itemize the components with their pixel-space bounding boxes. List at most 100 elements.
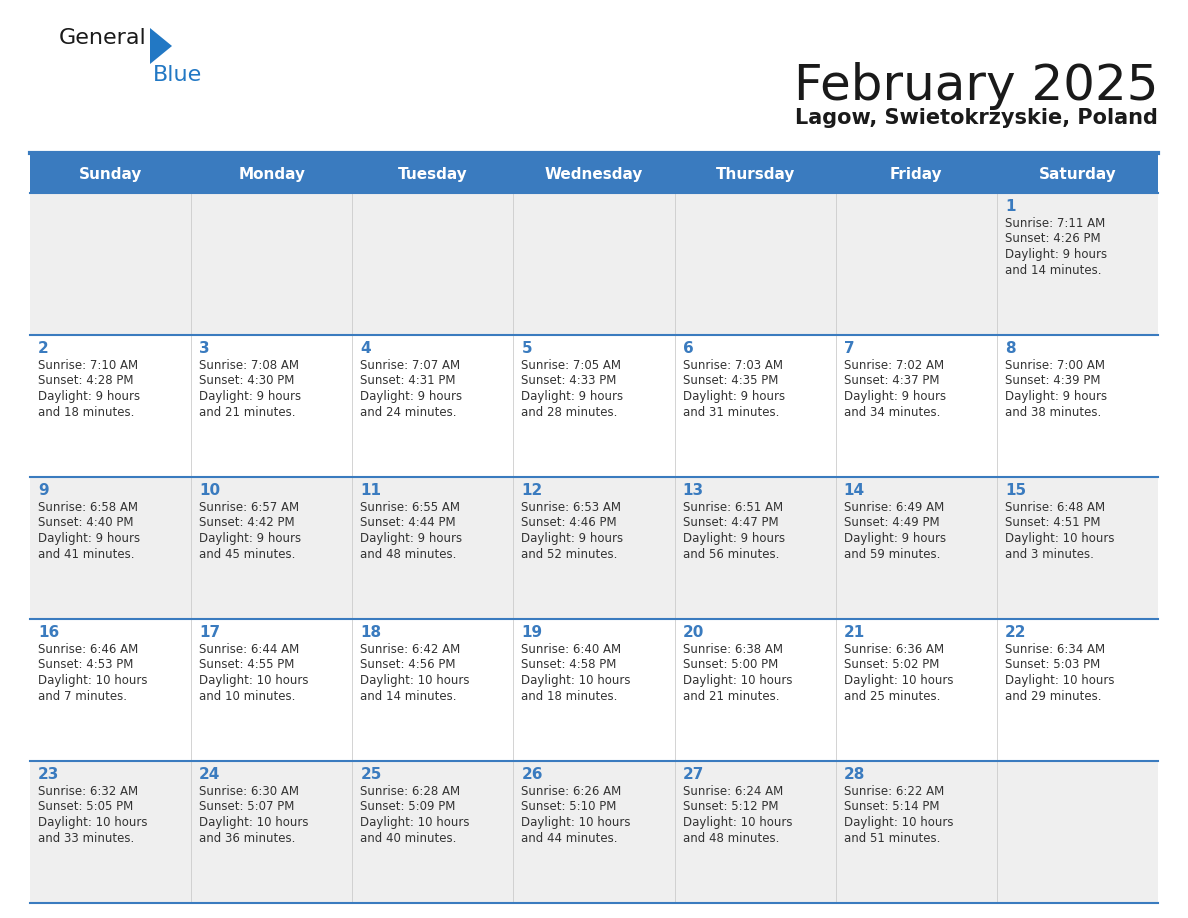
Text: and 24 minutes.: and 24 minutes. <box>360 406 456 419</box>
Text: 19: 19 <box>522 625 543 640</box>
Text: Sunset: 5:00 PM: Sunset: 5:00 PM <box>683 658 778 671</box>
Text: Daylight: 9 hours: Daylight: 9 hours <box>1005 248 1107 261</box>
Text: General: General <box>59 28 147 48</box>
Polygon shape <box>150 28 172 64</box>
Text: and 29 minutes.: and 29 minutes. <box>1005 689 1101 702</box>
Text: Sunrise: 6:24 AM: Sunrise: 6:24 AM <box>683 785 783 798</box>
Text: and 44 minutes.: and 44 minutes. <box>522 832 618 845</box>
Text: Daylight: 9 hours: Daylight: 9 hours <box>522 390 624 403</box>
Text: Sunrise: 7:05 AM: Sunrise: 7:05 AM <box>522 359 621 372</box>
Text: Daylight: 10 hours: Daylight: 10 hours <box>1005 674 1114 687</box>
Text: Daylight: 9 hours: Daylight: 9 hours <box>200 390 302 403</box>
Text: and 38 minutes.: and 38 minutes. <box>1005 406 1101 419</box>
Text: Sunrise: 6:48 AM: Sunrise: 6:48 AM <box>1005 501 1105 514</box>
Text: Daylight: 10 hours: Daylight: 10 hours <box>843 816 953 829</box>
Text: 7: 7 <box>843 341 854 356</box>
Bar <box>30 193 1158 335</box>
Text: and 14 minutes.: and 14 minutes. <box>1005 263 1101 276</box>
Text: 22: 22 <box>1005 625 1026 640</box>
Text: and 56 minutes.: and 56 minutes. <box>683 547 779 561</box>
Text: and 51 minutes.: and 51 minutes. <box>843 832 940 845</box>
Text: 17: 17 <box>200 625 220 640</box>
Text: Sunrise: 6:46 AM: Sunrise: 6:46 AM <box>38 643 138 656</box>
Text: 6: 6 <box>683 341 694 356</box>
Text: Sunset: 4:58 PM: Sunset: 4:58 PM <box>522 658 617 671</box>
Bar <box>30 619 1158 761</box>
Text: Sunrise: 6:42 AM: Sunrise: 6:42 AM <box>360 643 461 656</box>
Text: Sunrise: 6:32 AM: Sunrise: 6:32 AM <box>38 785 138 798</box>
Text: Daylight: 10 hours: Daylight: 10 hours <box>683 674 792 687</box>
Text: Sunrise: 6:40 AM: Sunrise: 6:40 AM <box>522 643 621 656</box>
Text: Sunset: 5:03 PM: Sunset: 5:03 PM <box>1005 658 1100 671</box>
Text: and 7 minutes.: and 7 minutes. <box>38 689 127 702</box>
Text: Sunset: 4:51 PM: Sunset: 4:51 PM <box>1005 517 1100 530</box>
Text: Sunrise: 6:55 AM: Sunrise: 6:55 AM <box>360 501 460 514</box>
Text: 9: 9 <box>38 483 49 498</box>
Text: Sunrise: 7:07 AM: Sunrise: 7:07 AM <box>360 359 461 372</box>
Text: 25: 25 <box>360 767 381 782</box>
Text: Lagow, Swietokrzyskie, Poland: Lagow, Swietokrzyskie, Poland <box>795 108 1158 128</box>
Text: and 14 minutes.: and 14 minutes. <box>360 689 456 702</box>
Text: Sunrise: 7:11 AM: Sunrise: 7:11 AM <box>1005 217 1105 230</box>
Text: Daylight: 9 hours: Daylight: 9 hours <box>38 532 140 545</box>
Text: Sunrise: 6:22 AM: Sunrise: 6:22 AM <box>843 785 944 798</box>
Text: 21: 21 <box>843 625 865 640</box>
Text: Sunrise: 6:53 AM: Sunrise: 6:53 AM <box>522 501 621 514</box>
Text: 13: 13 <box>683 483 703 498</box>
Text: and 28 minutes.: and 28 minutes. <box>522 406 618 419</box>
Text: Sunset: 5:12 PM: Sunset: 5:12 PM <box>683 800 778 813</box>
Text: and 33 minutes.: and 33 minutes. <box>38 832 134 845</box>
Text: Sunrise: 6:34 AM: Sunrise: 6:34 AM <box>1005 643 1105 656</box>
Text: 5: 5 <box>522 341 532 356</box>
Text: and 36 minutes.: and 36 minutes. <box>200 832 296 845</box>
Text: Daylight: 9 hours: Daylight: 9 hours <box>843 532 946 545</box>
Text: and 48 minutes.: and 48 minutes. <box>360 547 456 561</box>
Text: Saturday: Saturday <box>1038 166 1117 182</box>
Text: Daylight: 10 hours: Daylight: 10 hours <box>360 674 469 687</box>
Text: Sunset: 4:39 PM: Sunset: 4:39 PM <box>1005 375 1100 387</box>
Bar <box>30 155 1158 193</box>
Text: Sunset: 5:07 PM: Sunset: 5:07 PM <box>200 800 295 813</box>
Text: Sunset: 4:55 PM: Sunset: 4:55 PM <box>200 658 295 671</box>
Text: 14: 14 <box>843 483 865 498</box>
Text: Daylight: 9 hours: Daylight: 9 hours <box>1005 390 1107 403</box>
Text: Sunset: 4:46 PM: Sunset: 4:46 PM <box>522 517 617 530</box>
Text: Monday: Monday <box>239 166 305 182</box>
Text: Sunrise: 6:49 AM: Sunrise: 6:49 AM <box>843 501 944 514</box>
Text: Thursday: Thursday <box>715 166 795 182</box>
Text: Friday: Friday <box>890 166 942 182</box>
Text: Sunrise: 7:03 AM: Sunrise: 7:03 AM <box>683 359 783 372</box>
Bar <box>30 477 1158 619</box>
Text: 3: 3 <box>200 341 210 356</box>
Text: Sunset: 4:42 PM: Sunset: 4:42 PM <box>200 517 295 530</box>
Text: Sunset: 5:10 PM: Sunset: 5:10 PM <box>522 800 617 813</box>
Text: Sunrise: 6:36 AM: Sunrise: 6:36 AM <box>843 643 943 656</box>
Text: Daylight: 10 hours: Daylight: 10 hours <box>200 674 309 687</box>
Text: Sunset: 4:44 PM: Sunset: 4:44 PM <box>360 517 456 530</box>
Text: and 31 minutes.: and 31 minutes. <box>683 406 779 419</box>
Text: Daylight: 10 hours: Daylight: 10 hours <box>522 816 631 829</box>
Bar <box>30 335 1158 477</box>
Text: 20: 20 <box>683 625 704 640</box>
Text: 27: 27 <box>683 767 704 782</box>
Text: and 45 minutes.: and 45 minutes. <box>200 547 296 561</box>
Text: 15: 15 <box>1005 483 1026 498</box>
Text: 16: 16 <box>38 625 59 640</box>
Text: Sunrise: 7:08 AM: Sunrise: 7:08 AM <box>200 359 299 372</box>
Text: and 48 minutes.: and 48 minutes. <box>683 832 779 845</box>
Text: Daylight: 10 hours: Daylight: 10 hours <box>1005 532 1114 545</box>
Text: Sunset: 4:26 PM: Sunset: 4:26 PM <box>1005 232 1100 245</box>
Text: February 2025: February 2025 <box>794 62 1158 110</box>
Text: Daylight: 10 hours: Daylight: 10 hours <box>522 674 631 687</box>
Text: Sunrise: 6:30 AM: Sunrise: 6:30 AM <box>200 785 299 798</box>
Text: Sunrise: 7:10 AM: Sunrise: 7:10 AM <box>38 359 138 372</box>
Text: Sunset: 4:47 PM: Sunset: 4:47 PM <box>683 517 778 530</box>
Text: and 18 minutes.: and 18 minutes. <box>38 406 134 419</box>
Text: Sunset: 4:40 PM: Sunset: 4:40 PM <box>38 517 133 530</box>
Text: 8: 8 <box>1005 341 1016 356</box>
Text: Sunrise: 6:38 AM: Sunrise: 6:38 AM <box>683 643 783 656</box>
Text: 18: 18 <box>360 625 381 640</box>
Text: 26: 26 <box>522 767 543 782</box>
Text: and 10 minutes.: and 10 minutes. <box>200 689 296 702</box>
Text: Daylight: 9 hours: Daylight: 9 hours <box>360 390 462 403</box>
